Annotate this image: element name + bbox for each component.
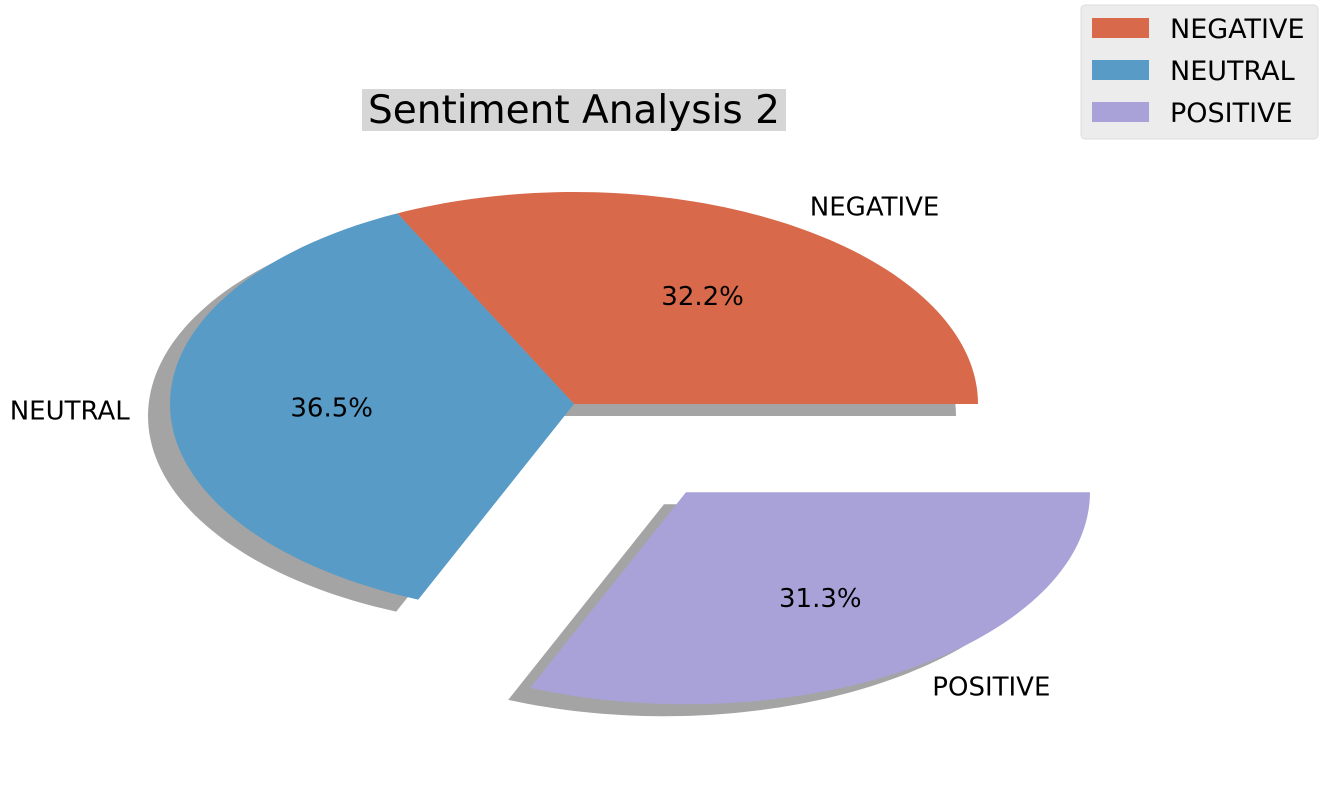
slice-label-positive: POSITIVE (932, 672, 1050, 702)
legend: NEGATIVE NEUTRAL POSITIVE (1080, 4, 1319, 140)
pie-slices (170, 192, 1090, 705)
pie-slice-negative (397, 192, 978, 404)
legend-label-positive: POSITIVE (1170, 98, 1293, 129)
chart-title-background (362, 89, 786, 131)
chart-title: Sentiment Analysis 2 (368, 88, 780, 133)
slice-percent-neutral: 36.5% (290, 394, 373, 424)
slice-labels: NEGATIVE 32.2% NEUTRAL 36.5% POSITIVE 31.3% (10, 192, 1051, 702)
slice-percent-negative: 32.2% (661, 282, 744, 312)
slice-label-negative: NEGATIVE (810, 192, 940, 222)
legend-swatch-negative (1092, 18, 1149, 38)
legend-swatch-positive (1092, 102, 1149, 122)
legend-label-negative: NEGATIVE (1170, 14, 1305, 45)
slice-percent-positive: 31.3% (779, 584, 862, 614)
pie-slice-neutral (170, 213, 574, 600)
legend-label-neutral: NEUTRAL (1170, 56, 1295, 87)
pie-slice-positive (530, 492, 1090, 705)
legend-entries: NEGATIVE NEUTRAL POSITIVE (1092, 14, 1305, 129)
slice-label-neutral: NEUTRAL (10, 397, 131, 427)
legend-swatch-neutral (1092, 60, 1149, 80)
